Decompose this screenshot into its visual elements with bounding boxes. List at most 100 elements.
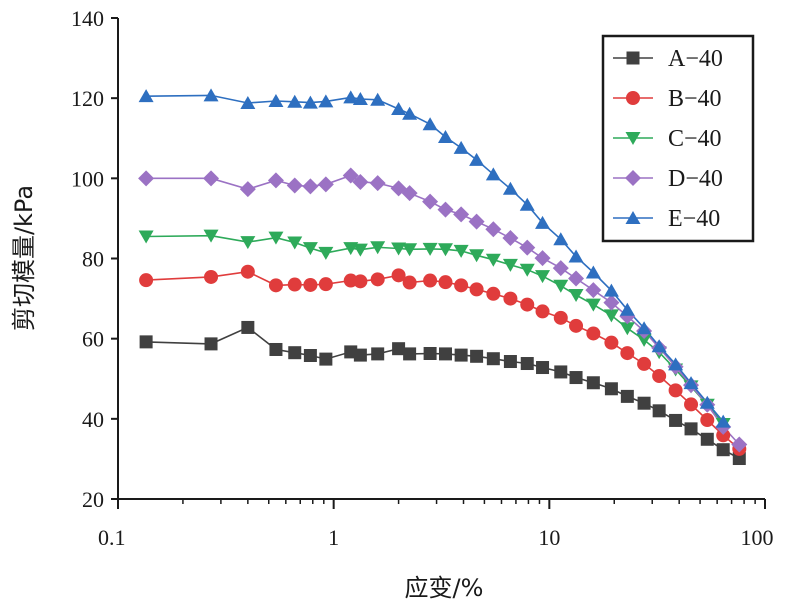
data-point (454, 278, 469, 293)
data-point (604, 335, 619, 350)
series-line-3 (146, 234, 724, 425)
data-point (554, 365, 568, 379)
data-point (652, 368, 667, 383)
data-point (303, 277, 318, 292)
data-point (569, 318, 584, 333)
data-point (287, 94, 303, 108)
data-point (684, 397, 699, 412)
data-point (267, 172, 284, 189)
data-point (535, 270, 551, 284)
data-point (203, 170, 220, 187)
data-point (391, 268, 406, 283)
data-point (423, 273, 438, 288)
data-point (319, 352, 333, 366)
legend-entry-1: A−40 (613, 46, 723, 72)
data-point (437, 243, 453, 257)
data-point (503, 291, 518, 306)
data-point (403, 347, 417, 361)
data-point (619, 322, 635, 336)
data-point (586, 326, 601, 341)
data-point (203, 229, 219, 243)
data-point (519, 197, 535, 211)
legend-entry-3: C−40 (613, 126, 722, 152)
data-point (302, 95, 318, 109)
data-point (619, 302, 635, 316)
data-point (453, 244, 469, 258)
data-point (353, 274, 368, 289)
x-tick-label: 1 (328, 525, 339, 550)
data-point (603, 309, 619, 323)
data-point (603, 283, 619, 297)
data-point (469, 282, 484, 297)
data-point (302, 178, 319, 195)
x-axis-title: 应变/% (405, 574, 484, 602)
y-tick-label: 80 (82, 247, 104, 272)
data-point (620, 389, 634, 403)
data-point (603, 294, 620, 311)
data-point (668, 357, 684, 371)
data-point (352, 243, 368, 257)
data-point (535, 215, 551, 229)
legend-marker (626, 51, 640, 65)
data-point (715, 414, 731, 428)
data-point (568, 270, 585, 287)
data-point (240, 236, 256, 250)
data-point (204, 337, 218, 351)
series-points-1 (139, 320, 746, 466)
data-point (485, 167, 501, 181)
series-points-2 (139, 264, 747, 456)
data-point (203, 88, 219, 102)
data-point (370, 241, 386, 255)
legend-entry-5: E−40 (613, 206, 720, 232)
plot-markers (138, 88, 748, 466)
data-point (502, 181, 518, 195)
data-point (585, 282, 602, 299)
data-point (139, 335, 153, 349)
data-point (731, 436, 748, 453)
x-tick-label: 100 (741, 525, 774, 550)
data-point (437, 201, 454, 218)
data-point (437, 130, 453, 144)
legend-marker (625, 211, 641, 224)
data-point (352, 173, 369, 190)
data-point (535, 304, 550, 319)
data-point (370, 92, 386, 106)
data-point (438, 347, 452, 361)
data-point (317, 176, 334, 193)
data-point (318, 246, 334, 260)
data-point (637, 356, 652, 371)
y-tick-label: 40 (82, 407, 104, 432)
data-point (683, 376, 699, 390)
data-point (486, 286, 501, 301)
data-point (636, 321, 652, 335)
legend-label: A−40 (668, 46, 723, 72)
data-point (568, 288, 584, 302)
data-point (352, 91, 368, 105)
data-point (732, 452, 746, 466)
series-points-5 (138, 88, 731, 428)
data-point (302, 242, 318, 256)
data-point (520, 357, 534, 371)
data-point (353, 348, 367, 362)
data-point (636, 333, 652, 347)
data-point (422, 242, 438, 256)
data-point (286, 177, 303, 194)
data-point (620, 346, 635, 361)
data-point (684, 422, 698, 436)
data-point (502, 258, 518, 272)
data-point (553, 310, 568, 325)
data-point (652, 404, 666, 418)
y-tick-label: 100 (71, 166, 104, 191)
data-point (485, 253, 501, 267)
data-point (519, 239, 536, 256)
data-point (369, 175, 386, 192)
data-point (391, 101, 407, 115)
y-tick-label: 120 (71, 86, 104, 111)
data-point (438, 275, 453, 290)
data-point (422, 193, 439, 210)
data-point (486, 352, 500, 366)
x-tick-label: 0.1 (98, 525, 126, 550)
data-point (204, 269, 219, 284)
data-point (342, 167, 359, 184)
